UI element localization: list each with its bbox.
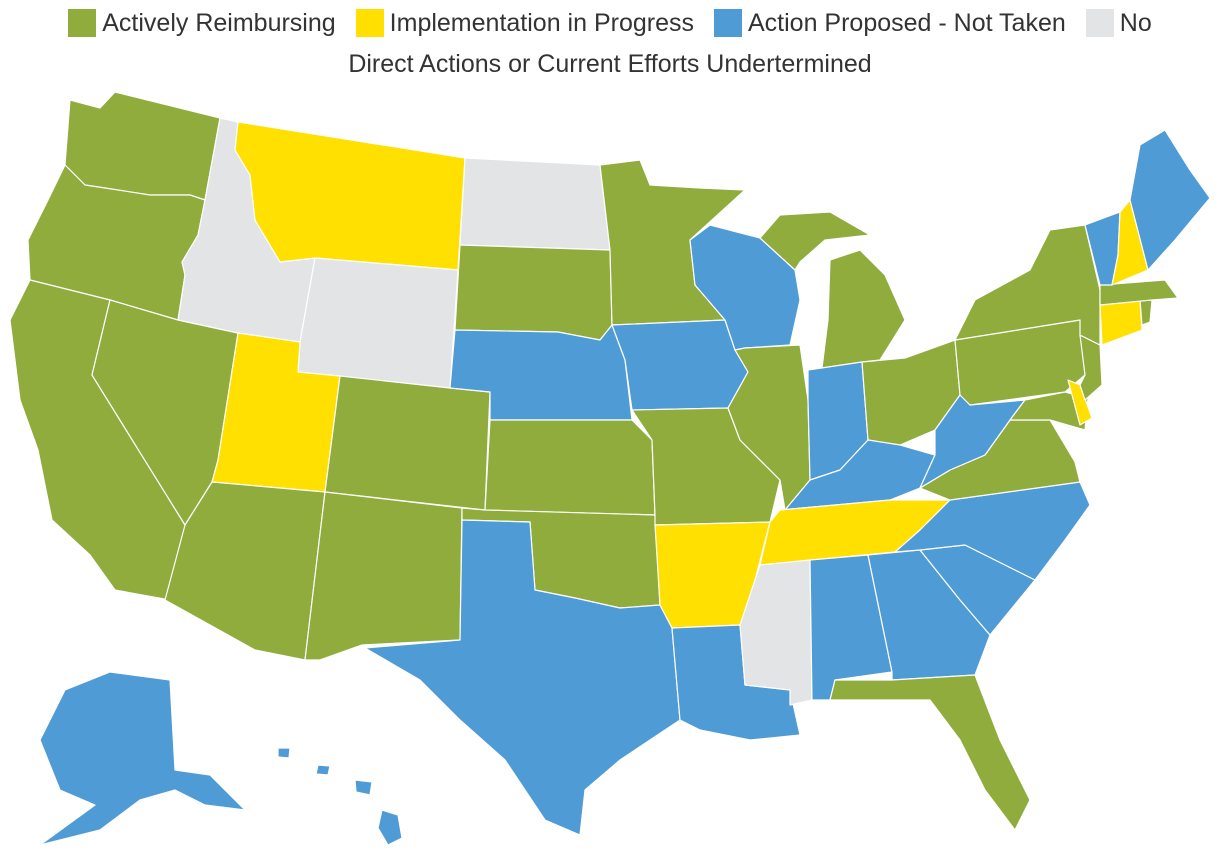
state-maryland[interactable] xyxy=(1009,391,1089,431)
state-hawaii-maui[interactable] xyxy=(354,779,373,796)
state-hawaii-kauai[interactable] xyxy=(277,747,291,759)
state-new-hampshire[interactable] xyxy=(1111,199,1149,286)
state-michigan-lower[interactable] xyxy=(821,249,906,369)
legend-item-no-direct-actions[interactable]: No xyxy=(1085,8,1152,38)
state-connecticut[interactable] xyxy=(1099,299,1143,346)
state-colorado[interactable] xyxy=(324,375,491,511)
legend-item-action-proposed[interactable]: Action Proposed - Not Taken xyxy=(713,8,1066,38)
legend-label-implementation-in-progress: Implementation in Progress xyxy=(389,8,694,37)
legend-label-continuation: Direct Actions or Current Efforts Undert… xyxy=(348,50,872,78)
legend-label-no-direct-actions: No xyxy=(1119,8,1152,37)
state-michigan[interactable] xyxy=(759,211,871,271)
state-alaska[interactable] xyxy=(39,671,246,846)
state-rhode-island[interactable] xyxy=(1139,299,1153,326)
legend-item-implementation-in-progress[interactable]: Implementation in Progress xyxy=(355,8,694,38)
legend-swatch-no-direct-actions xyxy=(1085,9,1114,37)
state-north-dakota[interactable] xyxy=(459,157,611,251)
state-texas[interactable] xyxy=(364,519,681,836)
map-legend: Actively Reimbursing Implementation in P… xyxy=(0,0,1220,82)
state-hawaii-oahu[interactable] xyxy=(315,764,331,776)
state-delaware[interactable] xyxy=(1067,379,1093,426)
state-new-mexico[interactable] xyxy=(304,491,463,661)
state-new-york[interactable] xyxy=(954,224,1101,346)
state-wyoming[interactable] xyxy=(297,257,459,389)
state-north-carolina[interactable] xyxy=(894,481,1091,581)
state-maine[interactable] xyxy=(1129,129,1211,271)
legend-label-actively-reimbursing: Actively Reimbursing xyxy=(102,8,336,37)
state-florida[interactable] xyxy=(829,674,1031,831)
state-washington[interactable] xyxy=(64,91,221,201)
state-hawaii-big-island[interactable] xyxy=(377,809,403,846)
legend-swatch-action-proposed xyxy=(713,9,742,37)
state-massachusetts[interactable] xyxy=(1099,279,1179,306)
legend-swatch-implementation-in-progress xyxy=(355,9,384,37)
state-south-dakota[interactable] xyxy=(454,244,613,341)
legend-label-action-proposed: Action Proposed - Not Taken xyxy=(747,8,1066,37)
state-nebraska[interactable] xyxy=(449,324,633,421)
legend-item-actively-reimbursing[interactable]: Actively Reimbursing xyxy=(68,8,336,38)
state-iowa[interactable] xyxy=(611,319,749,411)
legend-row: Actively Reimbursing Implementation in P… xyxy=(0,0,1220,46)
state-kansas[interactable] xyxy=(484,419,656,516)
legend-swatch-actively-reimbursing xyxy=(68,9,97,37)
